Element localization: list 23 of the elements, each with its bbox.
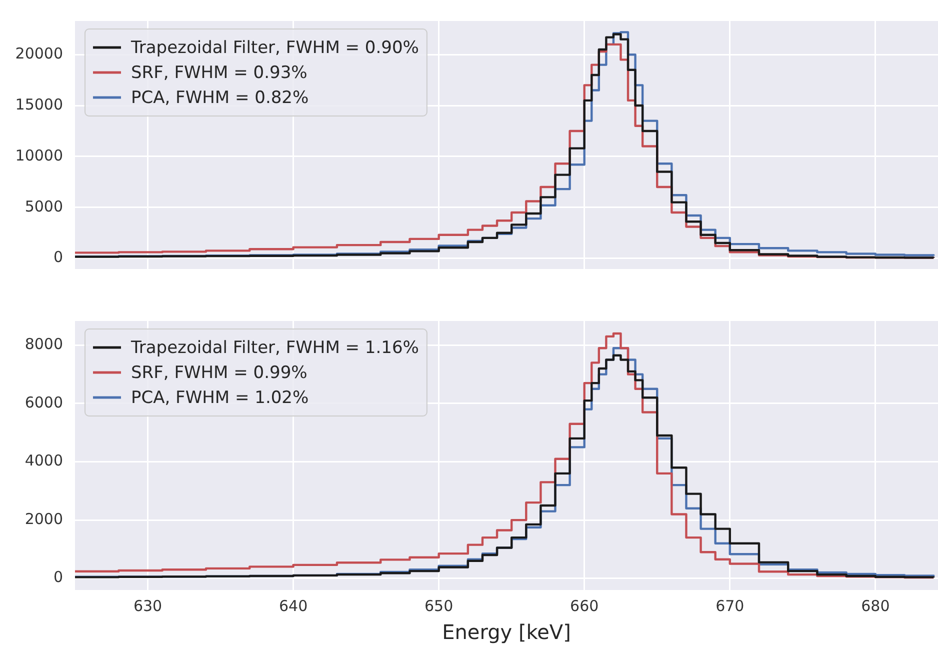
y-tick-label: 6000 xyxy=(24,393,63,412)
legend-label: PCA, FWHM = 1.02% xyxy=(131,388,309,408)
legend-label: PCA, FWHM = 0.82% xyxy=(131,88,309,108)
y-tick-label: 0 xyxy=(53,568,63,586)
x-tick-label: 640 xyxy=(278,596,308,615)
legend-label: Trapezoidal Filter, FWHM = 1.16% xyxy=(130,338,419,358)
x-axis-title: Energy [keV] xyxy=(442,620,571,644)
y-tick-label: 8000 xyxy=(24,335,63,354)
y-tick-label: 2000 xyxy=(24,510,63,528)
legend-label: SRF, FWHM = 0.99% xyxy=(131,362,308,383)
y-tick-label: 15000 xyxy=(15,95,63,114)
x-tick-label: 660 xyxy=(570,596,599,615)
x-tick-label: 630 xyxy=(133,596,162,615)
y-tick-label: 20000 xyxy=(15,44,63,62)
legend-label: SRF, FWHM = 0.93% xyxy=(131,62,308,83)
y-tick-label: 0 xyxy=(53,248,63,266)
legend-label: Trapezoidal Filter, FWHM = 0.90% xyxy=(130,38,419,58)
x-tick-label: 680 xyxy=(861,596,890,615)
x-tick-label: 670 xyxy=(716,596,744,615)
y-tick-label: 10000 xyxy=(15,146,63,164)
x-tick-label: 650 xyxy=(424,596,454,615)
y-tick-label: 4000 xyxy=(24,452,63,470)
y-tick-label: 5000 xyxy=(24,197,63,216)
